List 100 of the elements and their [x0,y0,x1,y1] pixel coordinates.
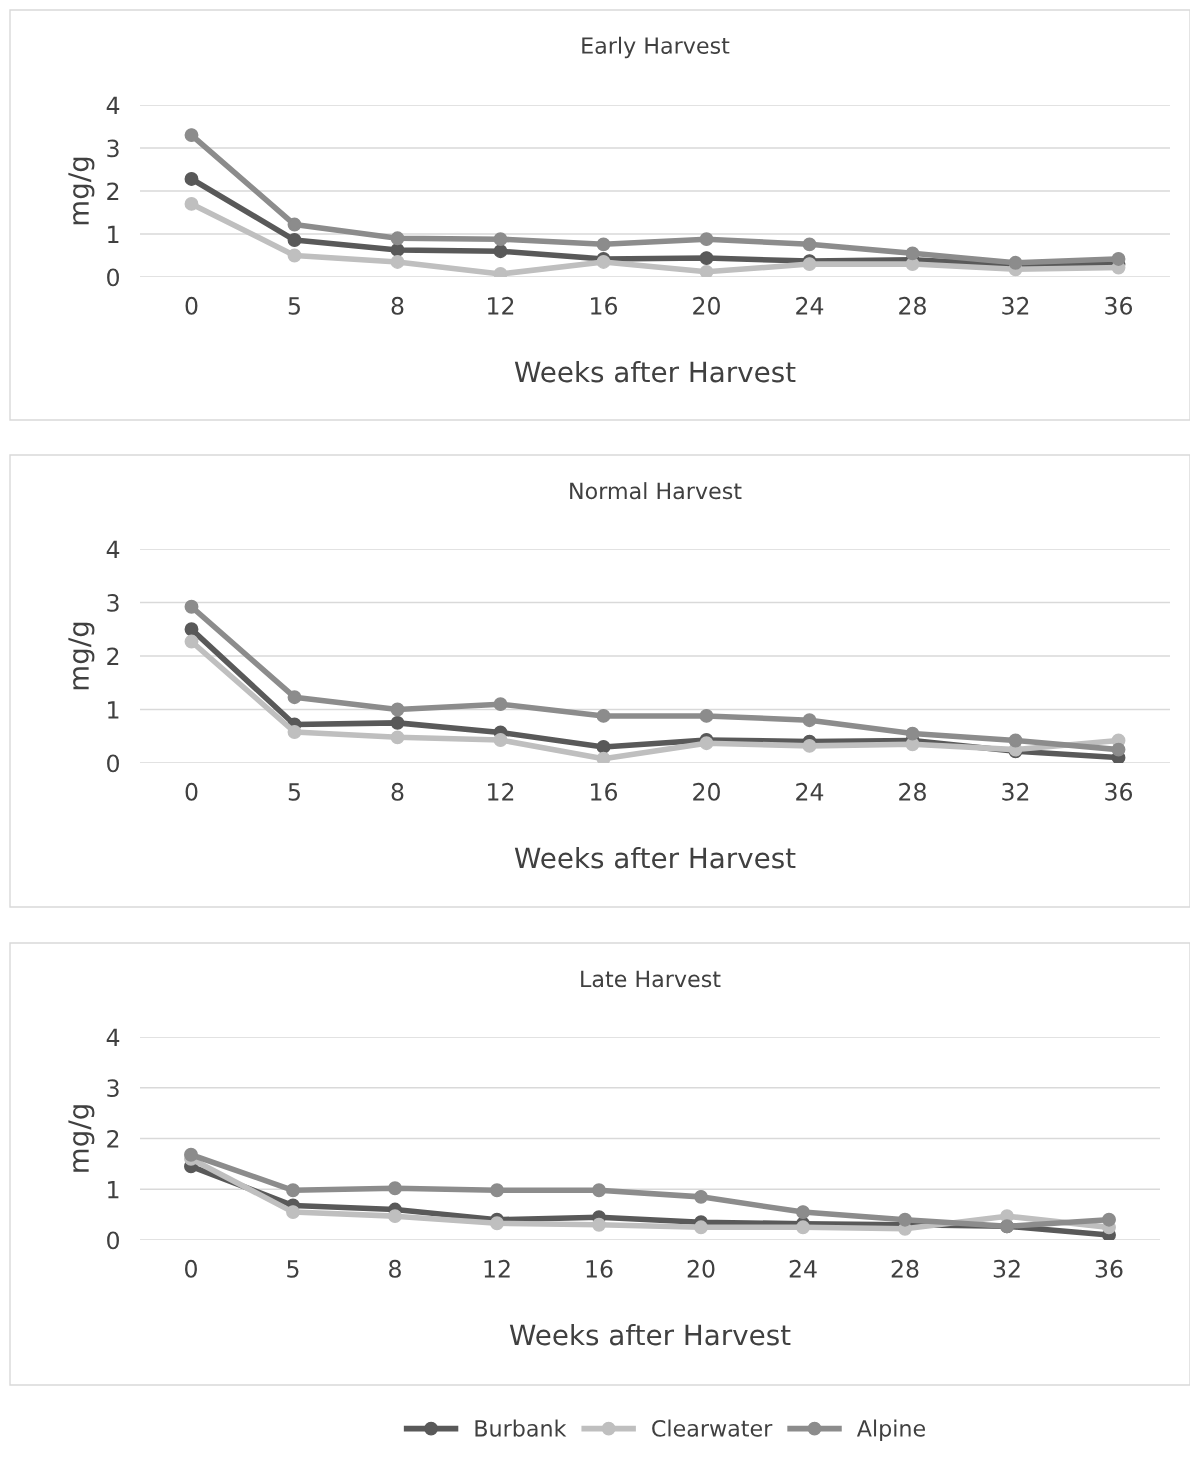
point [287,248,302,263]
x-tick-label: 12 [488,782,514,801]
legend-label: Burbank [475,1419,567,1437]
point [1102,1212,1116,1227]
x-tick-label: 36 [1105,782,1133,801]
point [493,244,508,259]
point [184,634,199,649]
point [699,264,714,277]
x-tick-label: 12 [484,1259,510,1278]
chart-title: Normal Harvest [570,482,742,500]
x-tick-label: 20 [687,1259,715,1278]
point [694,1189,708,1204]
point [286,1205,300,1220]
y-tick-label: 2 [107,182,119,200]
y-tick-label: 0 [107,754,119,773]
x-tick-label: 5 [287,1260,299,1278]
point [390,715,405,730]
y-axis-title: mg/g [68,1105,95,1172]
point [592,1183,606,1198]
x-tick-label: 0 [185,782,198,801]
x-tick-label: 12 [488,296,514,315]
point [596,751,611,763]
y-axis-title: mg/g [68,622,95,690]
chart-title: Early Harvest [582,36,730,59]
point [796,1220,810,1235]
y-tick-label: 3 [107,593,119,612]
point [388,1181,402,1196]
x-tick-label: 8 [391,782,404,801]
x-tick-label: 0 [185,296,198,315]
point [592,1217,606,1232]
y-tick-label: 4 [106,1028,120,1046]
x-tick-label: 28 [891,1259,919,1278]
point [596,237,611,252]
x-axis-title: Weeks after Harvest [514,846,796,869]
y-tick-label: 1 [108,225,119,243]
point [699,232,714,247]
x-tick-label: 36 [1095,1259,1123,1278]
y-tick-label: 0 [107,1231,119,1250]
y-tick-label: 4 [106,540,120,558]
point [796,1205,810,1220]
chart-title: Late Harvest [581,970,721,988]
point [184,128,199,143]
point [493,733,508,747]
point [184,196,199,211]
point [184,599,199,614]
point [287,217,302,232]
point [905,726,920,741]
x-tick-label: 16 [591,782,618,801]
point [898,1212,912,1227]
point [390,730,405,745]
point [596,740,611,754]
x-tick-label: 32 [1002,296,1029,315]
x-tick-label: 28 [899,782,926,801]
x-tick-label: 0 [185,1259,197,1278]
point [287,725,302,739]
x-axis-title: Weeks after Harvest [509,1323,791,1346]
point [493,697,508,712]
x-tick-label: 16 [591,296,618,315]
y-tick-label: 1 [108,701,119,719]
point [802,713,817,728]
point [493,232,508,247]
x-tick-label: 24 [796,782,824,801]
x-tick-label: 32 [1002,782,1029,801]
point [699,736,714,751]
point [905,246,920,261]
point [596,708,611,723]
legend-label: Clearwater [652,1419,773,1437]
point [390,255,405,269]
y-axis-title: mg/g [68,157,95,225]
y-tick-label: 3 [107,1079,119,1098]
x-tick-label: 20 [693,296,720,315]
point [388,1209,402,1224]
x-tick-label: 24 [789,1259,817,1278]
point [184,622,199,637]
x-tick-label: 24 [796,296,824,315]
x-tick-label: 8 [391,296,404,315]
point [1111,251,1126,266]
point [390,231,405,246]
legend-label: Alpine [856,1419,925,1441]
x-tick-label: 28 [899,296,926,315]
point [490,1183,504,1198]
point [1008,733,1023,748]
x-tick-label: 5 [288,297,300,315]
point [286,1183,300,1198]
point [1111,742,1126,757]
x-axis-title: Weeks after Harvest [514,360,796,383]
y-tick-label: 0 [107,268,119,287]
y-tick-label: 2 [107,647,119,665]
x-tick-label: 8 [389,1259,401,1278]
y-tick-label: 2 [107,1129,119,1148]
y-tick-label: 1 [108,1181,119,1199]
point [699,708,714,723]
x-tick-label: 32 [993,1259,1020,1278]
point [390,702,405,717]
x-tick-label: 16 [586,1259,613,1278]
point [802,237,817,252]
y-tick-label: 3 [107,139,119,158]
point [287,233,302,247]
point [184,1147,198,1162]
point [699,251,714,266]
